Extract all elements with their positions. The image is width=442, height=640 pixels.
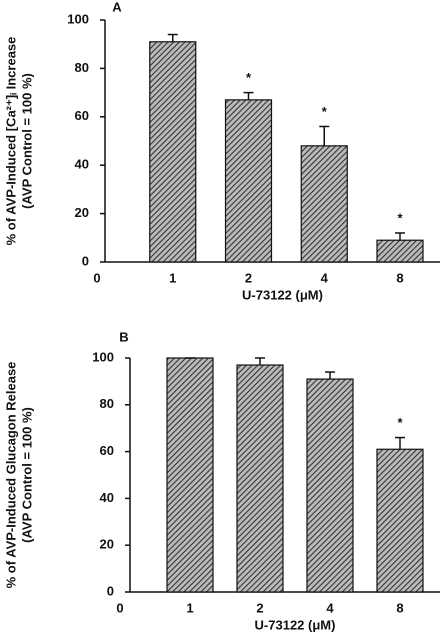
y-tick-label: 20	[75, 205, 89, 220]
y-tick-label: 20	[100, 537, 114, 552]
bar	[166, 357, 214, 593]
y-tick-label: 100	[92, 349, 114, 364]
x-tick-label: 4	[321, 270, 329, 285]
y-tick-label: 60	[100, 443, 114, 458]
panel-title: A	[112, 0, 122, 14]
x-tick-label: 2	[256, 600, 263, 615]
y-tick-label: 40	[100, 490, 114, 505]
y-tick-label: 80	[75, 60, 89, 75]
y-axis-label: (AVP Control = 100 %)	[19, 407, 34, 543]
x-axis-label: U-73122 (μM)	[242, 287, 323, 302]
x-tick-label: 0	[93, 270, 100, 285]
x-tick-label: 8	[396, 270, 403, 285]
x-tick-label: 2	[245, 270, 252, 285]
y-axis-label: % of AVP-Induced [Ca²⁺]ᵢ Increase	[3, 37, 18, 246]
bar	[149, 41, 197, 263]
bar	[300, 145, 348, 263]
x-tick-label: 8	[396, 600, 403, 615]
x-tick-label: 4	[326, 600, 334, 615]
significance-mark: *	[397, 210, 403, 225]
bar	[224, 99, 273, 263]
y-tick-label: 100	[67, 11, 89, 26]
y-tick-label: 80	[100, 396, 114, 411]
x-tick-label: 1	[169, 270, 176, 285]
bar	[306, 378, 354, 593]
bar	[376, 448, 424, 593]
significance-mark: *	[322, 104, 328, 119]
bar	[236, 364, 284, 593]
significance-mark: *	[397, 415, 403, 430]
panel-title: B	[119, 329, 128, 344]
y-tick-label: 60	[75, 108, 89, 123]
y-axis-label: (AVP Control = 100 %)	[19, 73, 34, 209]
y-tick-label: 0	[82, 253, 89, 268]
y-tick-label: 40	[75, 157, 89, 172]
x-tick-label: 0	[116, 600, 123, 615]
y-axis-label: % of AVP-Induced Glucagon Release	[3, 362, 18, 589]
y-tick-label: 0	[107, 583, 114, 598]
bar	[376, 239, 424, 263]
x-tick-label: 1	[186, 600, 193, 615]
x-axis-label: U-73122 (μM)	[255, 617, 336, 632]
significance-mark: *	[246, 70, 252, 85]
